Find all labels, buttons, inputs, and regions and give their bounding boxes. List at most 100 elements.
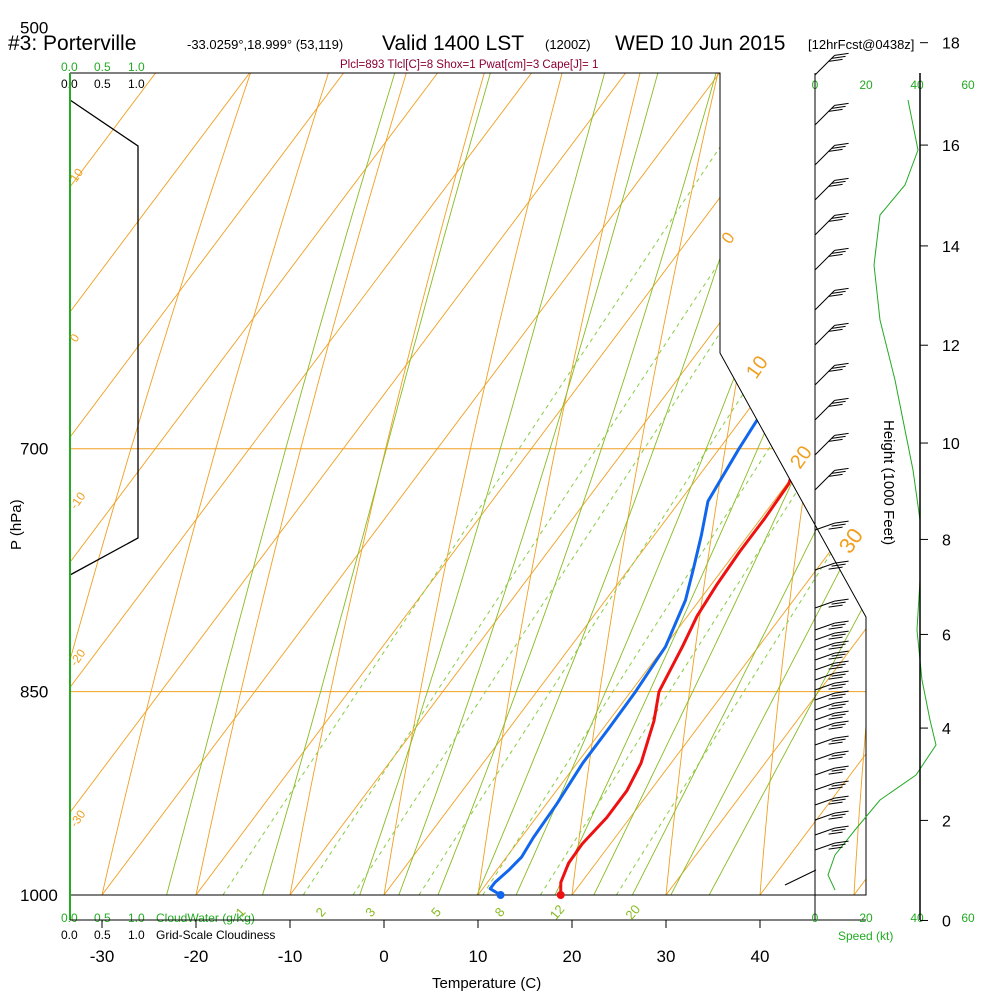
wind-barb-staff [814, 365, 835, 386]
wind-barb-flag [834, 560, 849, 564]
wind-barb [814, 750, 849, 761]
wind-barb-flag [828, 686, 843, 690]
wind-barb-flag [831, 623, 846, 627]
wind-barb-flag [834, 690, 849, 694]
height-tick-label: 2 [942, 813, 951, 830]
wind-barb [814, 287, 849, 311]
moist-adiabat-line [149, 73, 715, 895]
wind-barb-flag [831, 783, 846, 787]
wind-barb-flag [834, 362, 849, 366]
wind-barb-flag [834, 765, 849, 769]
moist-adiabat-line [450, 73, 866, 895]
wind-barb-flag [831, 843, 846, 847]
wind-barb [814, 720, 849, 731]
wind-barb-flag [828, 676, 843, 680]
isotherm-line [70, 73, 748, 895]
wind-barb-flag [831, 703, 846, 707]
x-tick-label: -10 [278, 947, 303, 966]
wind-barb [814, 432, 849, 456]
wind-scale-bottom-label: 20 [859, 911, 873, 925]
wind-barb-flag [834, 598, 849, 602]
wind-barb-flag [831, 663, 846, 667]
wind-scale-bottom-label: 40 [910, 911, 924, 925]
bottom-cloudwater-2: 1.0 [128, 911, 145, 925]
x-tick-label: -20 [184, 947, 209, 966]
wind-barb-staff [814, 752, 835, 761]
isotherm-label: 20 [786, 442, 817, 473]
isotherm-line [101, 73, 866, 895]
dry-adiabat-line [755, 73, 866, 895]
isotherm-line [70, 73, 560, 895]
wind-barb-flag [831, 105, 846, 109]
bottom-cloudwater-label: CloudWater (g/Kg) [156, 911, 255, 925]
wind-barb [814, 710, 849, 721]
wind-barb [814, 810, 849, 821]
wind-barb-flag [831, 325, 846, 329]
wind-barb-flag [834, 467, 849, 471]
isotherm-line [70, 73, 866, 895]
wind-barb-flag [828, 696, 843, 700]
wind-barb-flag [834, 432, 849, 436]
height-tick-label: 8 [942, 532, 951, 549]
bottom-cloudiness-1: 0.5 [94, 928, 111, 942]
bottom-cloudiness-label: Grid-Scale Cloudiness [156, 928, 275, 942]
wind-barb-flag [834, 735, 849, 739]
wind-barb-flag [831, 713, 846, 717]
wind-barb-flag [828, 368, 843, 372]
wind-barb-flag [834, 670, 849, 674]
wind-barb [814, 640, 849, 651]
wind-barb-flag [828, 626, 843, 630]
height-tick-label: 14 [942, 239, 960, 256]
isotherm-label: 30 [834, 523, 869, 557]
wind-barb-flag [831, 673, 846, 677]
wind-barb [814, 735, 849, 746]
wind-barb-flag [831, 633, 846, 637]
wind-barb-flag [828, 58, 843, 62]
wind-barb-staff [814, 682, 835, 691]
bottom-cloudwater-1: 0.5 [94, 911, 111, 925]
x-tick-label: 10 [469, 947, 488, 966]
wind-barb-surface [784, 869, 817, 886]
wind-barb-staff [814, 662, 835, 671]
wind-barb-flag [828, 636, 843, 640]
x-axis-label: Temperature (C) [432, 975, 541, 992]
wind-barb-staff [814, 522, 835, 531]
wind-barb-flag [834, 750, 849, 754]
wind-barb-flag [831, 693, 846, 697]
wind-barb [814, 322, 849, 346]
isotherm-label: 0 [718, 229, 739, 248]
dry-adiabat-line [564, 73, 866, 895]
wind-barb-flag [834, 810, 849, 814]
moist-adiabat-line [638, 73, 866, 895]
top-cloudiness-1: 0.5 [94, 77, 111, 91]
wind-barb-staff [814, 827, 835, 836]
wind-profile: 00202040406060 [784, 52, 975, 925]
dry-adiabat-line [87, 73, 659, 895]
x-tick-label: 20 [563, 947, 582, 966]
wind-barb-flag [834, 177, 849, 181]
title-zulu: (1200Z) [545, 37, 591, 52]
wind-barb-flag [834, 287, 849, 291]
wind-barb-flag [834, 520, 849, 524]
wind-barb-flag [828, 108, 843, 112]
wind-barb-staff [814, 180, 835, 201]
wind-barb-flag [828, 438, 843, 442]
wind-barb [814, 780, 849, 791]
dry-adiabat-line [183, 73, 722, 895]
wind-barb-flag [828, 756, 843, 760]
wind-barb-staff [814, 250, 835, 271]
x-tick-label: 30 [657, 947, 676, 966]
cloudiness-profile [69, 99, 139, 576]
wind-barb-staff [814, 722, 835, 731]
wind-barb-staff [814, 215, 835, 236]
wind-barb-flag [828, 771, 843, 775]
wind-barb [814, 247, 849, 271]
wind-barb-flag [834, 650, 849, 654]
wind-barb-flag [831, 828, 846, 832]
wind-scale-top-label: 20 [859, 78, 873, 92]
wind-barb-flag [828, 846, 843, 850]
wind-barb-flag [831, 738, 846, 742]
wind-scale-bottom-label: 60 [961, 911, 975, 925]
wind-barb-flag [831, 601, 846, 605]
